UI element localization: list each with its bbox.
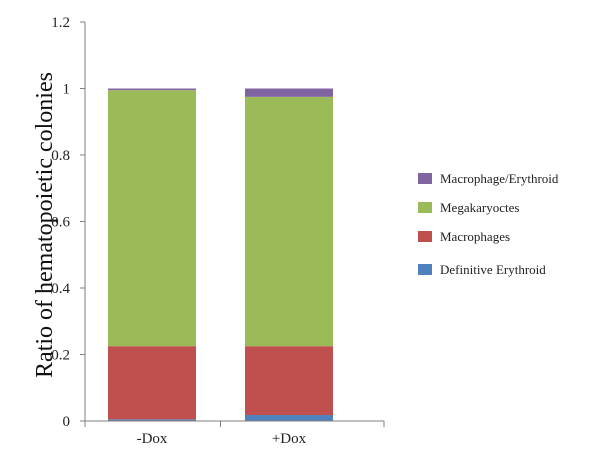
bar-dox-megakaryoctes <box>245 96 333 347</box>
bar-dox-macrophages <box>108 346 196 420</box>
legend-label: Megakaryoctes <box>440 200 519 215</box>
legend-label: Macrophages <box>440 229 510 244</box>
bar-dox-megakaryoctes <box>108 90 196 347</box>
legend-label: Definitive Erythroid <box>440 262 546 277</box>
x-tick-label: -Dox <box>137 431 168 447</box>
y-tick-label: 1 <box>63 82 71 98</box>
y-axis-title: Ratio of hematopoietic colonies <box>32 72 58 378</box>
y-tick-label: 1.2 <box>51 15 70 31</box>
bar-dox-macrophages <box>245 346 333 416</box>
bar-dox-macrophage-erythroid <box>108 88 196 91</box>
y-tick-label: 0.8 <box>51 148 70 164</box>
x-tick-label: +Dox <box>272 431 307 447</box>
y-tick-label: 0 <box>63 414 71 430</box>
axes-layer: 0 0.2 0.4 0.6 0.8 1 1.2 -Dox +Dox <box>51 15 385 447</box>
legend: Macrophage/Erythroid Megakaryoctes Macroph… <box>418 171 559 277</box>
legend-label: Macrophage/Erythroid <box>440 171 559 186</box>
legend-swatch <box>418 231 432 242</box>
bar-dox-definitive-erythroid <box>245 415 333 421</box>
bars-layer <box>108 88 333 421</box>
legend-item-macrophages: Macrophages <box>418 229 510 244</box>
legend-swatch <box>418 264 432 275</box>
y-tick-label: 0.2 <box>51 348 70 364</box>
legend-item-macrophage-erythroid: Macrophage/Erythroid <box>418 171 559 186</box>
legend-swatch <box>418 173 432 184</box>
bar-dox-definitive-erythroid <box>108 419 196 421</box>
legend-swatch <box>418 202 432 213</box>
bar-dox-macrophage-erythroid <box>245 88 333 97</box>
y-tick-label: 0.4 <box>51 281 70 297</box>
legend-item-definitive-erythroid: Definitive Erythroid <box>418 262 546 277</box>
legend-item-megakaryoctes: Megakaryoctes <box>418 200 519 215</box>
y-tick-label: 0.6 <box>51 215 70 231</box>
